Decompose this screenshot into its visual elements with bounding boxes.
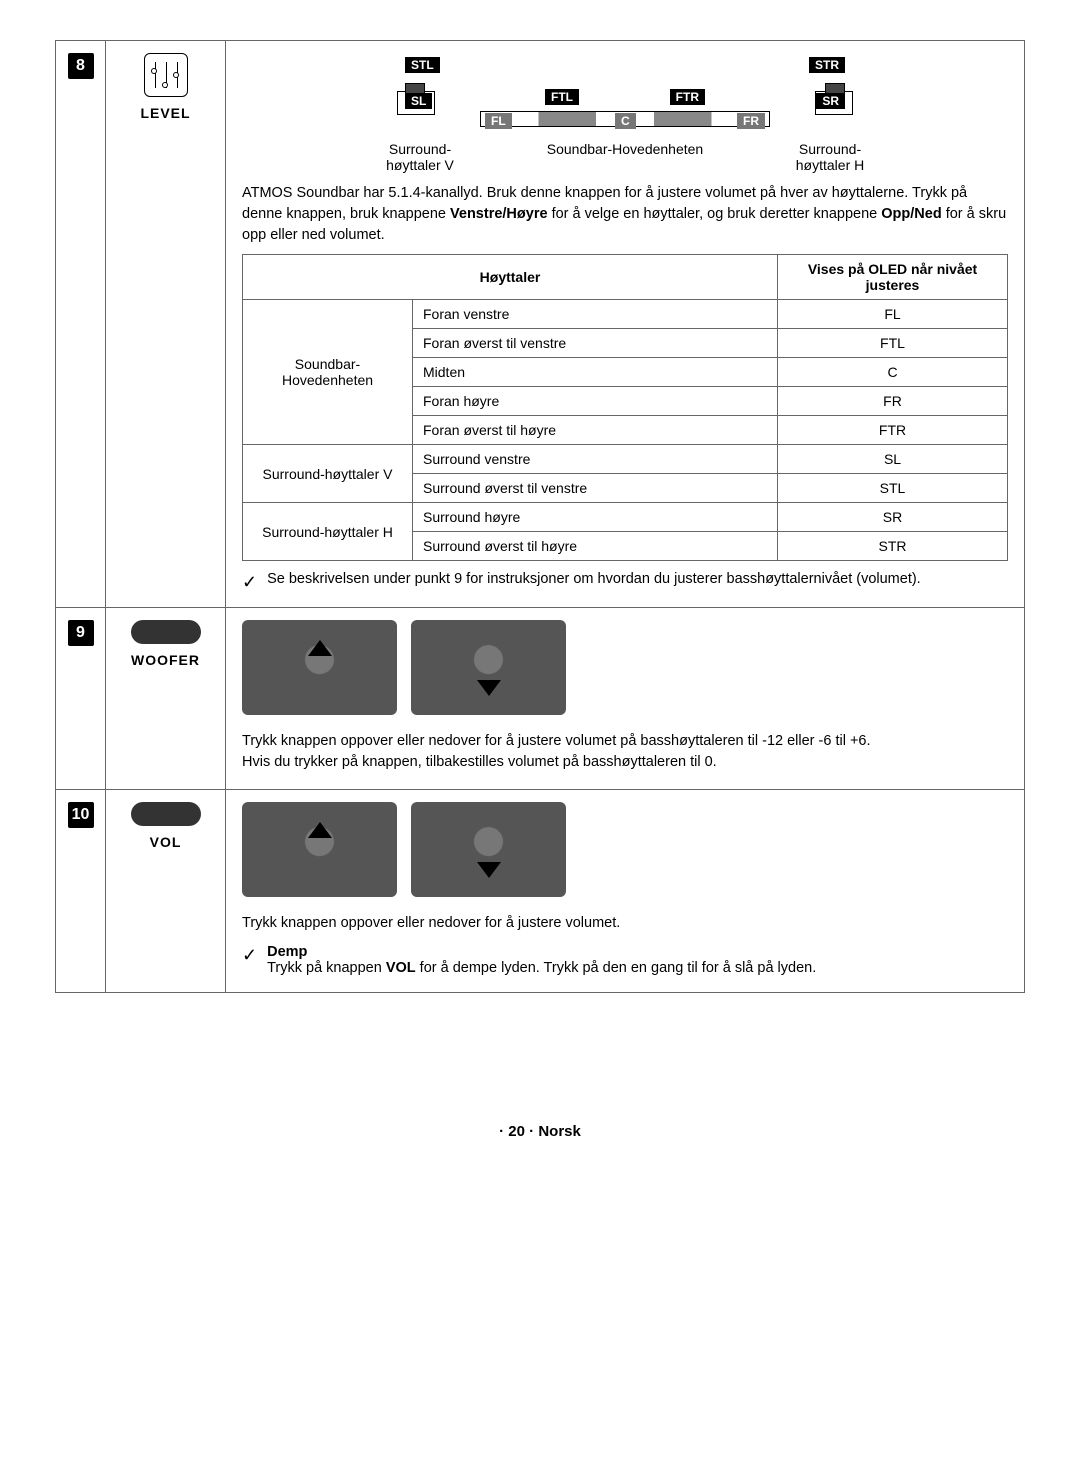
number-badge: 8 <box>68 53 94 79</box>
spk-code: FL <box>778 300 1008 329</box>
diag-label-center: Soundbar-Hovedenheten <box>525 141 725 157</box>
tag-sl: SL <box>405 93 432 109</box>
tag-fr: FR <box>737 113 765 129</box>
spk-desc: Surround øverst til venstre <box>413 474 778 503</box>
vol-demp: ✓ Demp Trykk på knappen VOL for å dempe … <box>242 944 1008 976</box>
spk-desc: Foran høyre <box>413 387 778 416</box>
speaker-diagram: STL SL STR SR FL C FR FTL FTR Surround-h… <box>345 53 905 173</box>
tag-sr: SR <box>816 93 845 109</box>
woofer-text-1: Trykk knappen oppover eller nedover for … <box>242 731 1008 752</box>
spk-desc: Surround venstre <box>413 445 778 474</box>
spk-code: STL <box>778 474 1008 503</box>
spk-desc: Foran venstre <box>413 300 778 329</box>
remote-thumb-down <box>411 620 566 715</box>
spk-desc: Surround høyre <box>413 503 778 532</box>
section-8-content: STL SL STR SR FL C FR FTL FTR Surround-h… <box>226 41 1025 608</box>
spk-desc: Foran øverst til venstre <box>413 329 778 358</box>
spk-desc: Midten <box>413 358 778 387</box>
rocker-icon <box>131 802 201 826</box>
section-8-label-cell: LEVEL <box>106 41 226 608</box>
section-10-label-cell: VOL <box>106 790 226 993</box>
spk-code: STR <box>778 532 1008 561</box>
tag-c: C <box>615 113 636 129</box>
tag-str: STR <box>809 57 845 73</box>
level-icon <box>144 53 188 97</box>
check-icon: ✓ <box>242 946 257 964</box>
speaker-table: Høyttaler Vises på OLED når nivået juste… <box>242 254 1008 561</box>
tag-stl: STL <box>405 57 440 73</box>
spk-group: Soundbar-Hovedenheten <box>243 300 413 445</box>
section-10-number-cell: 10 <box>56 790 106 993</box>
spk-code: FR <box>778 387 1008 416</box>
remote-thumb-up <box>242 620 397 715</box>
section-9-content: Trykk knappen oppover eller nedover for … <box>226 608 1025 790</box>
page-footer: · 20 · Norsk <box>55 1123 1025 1140</box>
spk-code: SR <box>778 503 1008 532</box>
tag-ftr: FTR <box>670 89 705 105</box>
spk-code: SL <box>778 445 1008 474</box>
section-9-label-cell: WOOFER <box>106 608 226 790</box>
spk-header-speaker: Høyttaler <box>243 255 778 300</box>
number-badge: 10 <box>68 802 94 828</box>
spk-code: FTL <box>778 329 1008 358</box>
vol-label: VOL <box>110 834 221 850</box>
spk-code: FTR <box>778 416 1008 445</box>
vol-text-1: Trykk knappen oppover eller nedover for … <box>242 913 1008 934</box>
woofer-text-2: Hvis du trykker på knappen, tilbakestill… <box>242 752 1008 773</box>
spk-desc: Surround øverst til høyre <box>413 532 778 561</box>
spk-code: C <box>778 358 1008 387</box>
spk-desc: Foran øverst til høyre <box>413 416 778 445</box>
check-icon: ✓ <box>242 573 257 591</box>
level-label: LEVEL <box>110 105 221 121</box>
level-intro-text: ATMOS Soundbar har 5.1.4-kanallyd. Bruk … <box>242 183 1008 246</box>
rocker-icon <box>131 620 201 644</box>
level-note: ✓ Se beskrivelsen under punkt 9 for inst… <box>242 571 1008 591</box>
tag-ftl: FTL <box>545 89 579 105</box>
section-10-content: Trykk knappen oppover eller nedover for … <box>226 790 1025 993</box>
remote-thumb-up <box>242 802 397 897</box>
spk-header-oled: Vises på OLED når nivået justeres <box>778 255 1008 300</box>
tag-fl: FL <box>485 113 512 129</box>
section-9-number-cell: 9 <box>56 608 106 790</box>
remote-thumb-down <box>411 802 566 897</box>
diag-label-right: Surround-høyttaler H <box>775 141 885 173</box>
diag-label-left: Surround-høyttaler V <box>365 141 475 173</box>
manual-table: 8 LEVEL STL SL STR SR FL C FR FTL <box>55 40 1025 993</box>
number-badge: 9 <box>68 620 94 646</box>
woofer-label: WOOFER <box>110 652 221 668</box>
spk-group: Surround-høyttaler V <box>243 445 413 503</box>
section-8-number-cell: 8 <box>56 41 106 608</box>
spk-group: Surround-høyttaler H <box>243 503 413 561</box>
